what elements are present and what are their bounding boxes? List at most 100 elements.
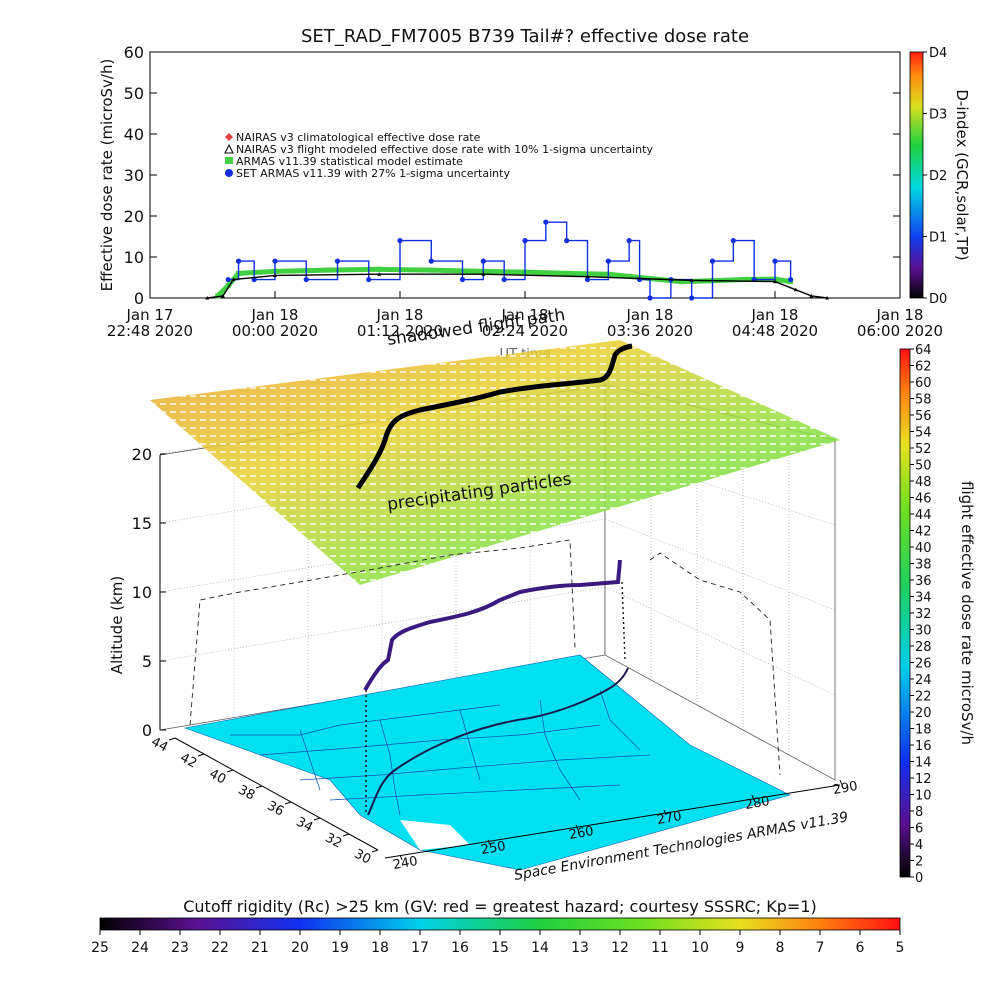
latitude-tick [371, 849, 379, 853]
dose-tick-label: 0 [915, 871, 923, 886]
grid-line [604, 518, 836, 611]
cutoff-tick-label: 23 [171, 940, 189, 956]
x-tick-label-time: 03:36 2020 [607, 322, 693, 340]
dose-tick-label: 4 [915, 838, 923, 853]
point-set-armas [605, 258, 611, 264]
point-nairas [773, 279, 777, 284]
legend-item: NAIRAS v3 climatological effective dose … [225, 131, 481, 144]
d-index-ticks: D4 D3 D2 D1 D0 [923, 46, 947, 307]
state-boundary [459, 709, 481, 781]
longitude-tick-label: 290 [832, 779, 859, 798]
point-nairas [377, 272, 382, 276]
dose-colorbar-label: flight effective dose rate microSv/h [958, 481, 976, 745]
altitude-ticks: 0 5 10 15 20 [132, 445, 166, 740]
latitude-tick [313, 817, 321, 821]
point-armas-model [324, 267, 330, 273]
data-series [205, 219, 830, 301]
map-floor [183, 654, 791, 871]
longitude-tick-label: 280 [744, 794, 771, 813]
point-nairas [689, 278, 694, 282]
longitude-axis [384, 784, 841, 859]
x-tick-label-time: 01:12 2020 [357, 322, 443, 340]
point-armas-model [564, 270, 570, 276]
dose-tick-label: 40 [915, 541, 932, 556]
longitude-tick-label: 250 [480, 839, 507, 858]
altitude-tick-label: 15 [132, 514, 152, 533]
cutoff-tick-label: 18 [371, 940, 389, 956]
dose-tick-label: 62 [915, 360, 932, 375]
dose-tick-label: 64 [915, 343, 932, 358]
point-nairas [205, 296, 210, 300]
altitude-tick-label: 5 [142, 652, 152, 671]
point-set-armas [303, 276, 309, 283]
legend: NAIRAS v3 climatological effective dose … [224, 131, 653, 180]
latitude-tick [284, 801, 292, 805]
y-tick-label: 30 [124, 166, 144, 185]
point-nairas [825, 296, 830, 300]
cutoff-tick-label: 5 [896, 940, 905, 956]
latitude-tick-label: 40 [207, 767, 229, 788]
point-set-armas [225, 276, 231, 283]
dose-tick-label: 10 [915, 789, 932, 804]
point-set-armas [543, 219, 549, 225]
dose-tick-label: 28 [915, 640, 932, 655]
dose-tick-label: 24 [915, 673, 932, 688]
cutoff-tick-label: 24 [131, 940, 149, 956]
point-set-armas [272, 258, 278, 264]
point-armas-model [428, 267, 434, 273]
point-nairas [809, 293, 814, 298]
altitude-tick-label: 20 [132, 445, 152, 464]
legend-label: NAIRAS v3 flight modeled effective dose … [236, 143, 653, 156]
y-tick-label: 50 [124, 84, 144, 103]
shadow-path-left-wall [189, 539, 576, 726]
point-set-armas [235, 258, 242, 264]
cutoff-tick-label: 15 [491, 940, 509, 956]
cutoff-tick-label: 19 [331, 940, 349, 956]
longitude-tick [751, 794, 755, 801]
y-tick-label: 0 [134, 289, 144, 308]
d-index-colorbar [909, 51, 924, 299]
longitude-ticks: 240 250 260 270 280 290 [392, 779, 859, 873]
legend-label: ARMAS v11.39 statistical model estimate [236, 155, 463, 168]
state-boundary [539, 699, 581, 801]
cutoff-ticks: 25 24 23 22 21 20 19 18 17 16 15 14 13 12 11 10 9 8 7 6 5 [91, 930, 904, 956]
point-nairas [793, 287, 798, 292]
legend-marker-circle [225, 169, 233, 177]
y-tick-label: 10 [124, 248, 144, 267]
cutoff-tick-label: 13 [571, 940, 589, 956]
dose-tick-label: 44 [915, 508, 932, 523]
flight-path-vertical-drop [365, 581, 626, 812]
point-set-armas [788, 276, 794, 283]
point-set-armas [636, 276, 643, 283]
legend-item: ARMAS v11.39 statistical model estimate [225, 155, 463, 168]
point-set-armas [480, 258, 486, 264]
dose-tick-label: 6 [915, 822, 923, 837]
y-axis: 0 10 20 30 40 50 60 [124, 43, 900, 308]
cutoff-tick-label: 11 [651, 940, 669, 956]
point-set-armas [459, 276, 466, 283]
d-index-tick-label: D1 [929, 231, 947, 246]
cutoff-tick-label: 17 [411, 940, 429, 956]
cutoff-tick-label: 10 [691, 940, 709, 956]
x-tick-label-time: 04:48 2020 [732, 322, 818, 340]
longitude-tick [663, 809, 667, 816]
dose-tick-label: 46 [915, 492, 932, 507]
dose-tick-label: 34 [915, 591, 932, 606]
legend-marker-diamond [225, 133, 233, 141]
y-tick-label: 20 [124, 207, 144, 226]
cutoff-tick-label: 21 [251, 940, 269, 956]
cutoff-tick-label: 8 [776, 940, 785, 956]
point-set-armas [428, 258, 434, 264]
dose-colorbar [899, 348, 911, 878]
point-set-armas [689, 295, 695, 301]
state-boundary [599, 689, 641, 751]
x-tick-label-date: Jan 17 [126, 306, 174, 324]
y-axis-label: Effective dose rate (microSv/h) [98, 59, 116, 292]
state-boundary [299, 754, 651, 781]
dose-tick-label: 52 [915, 442, 932, 457]
point-set-armas [772, 258, 778, 264]
point-armas-model [741, 277, 747, 283]
x-tick-label-time: 22:48 2020 [107, 322, 193, 340]
